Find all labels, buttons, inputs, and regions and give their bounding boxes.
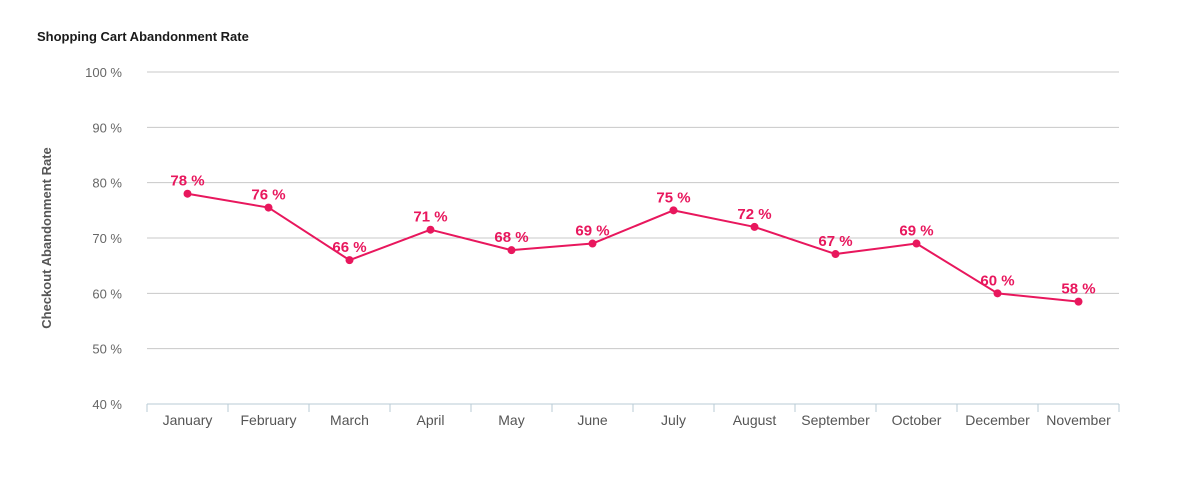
data-label: 60 % [980,272,1014,289]
data-point [345,256,354,265]
data-label: 69 % [899,223,933,240]
data-label: 75 % [656,189,690,206]
data-label: 69 % [575,223,609,240]
data-label: 71 % [413,209,447,226]
x-tick-label: July [661,412,686,428]
data-point [507,246,516,255]
x-tick-label: October [892,412,942,428]
data-point [750,222,759,231]
x-tick-label: May [498,412,524,428]
data-label: 76 % [251,187,285,204]
x-tick-label: April [416,412,444,428]
x-tick-label: September [801,412,870,428]
data-point [993,289,1002,298]
x-tick-label: January [163,412,213,428]
x-tick-label: February [240,412,296,428]
x-tick-label: March [330,412,369,428]
y-tick-label: 80 % [92,176,122,191]
data-label: 67 % [818,233,852,250]
data-label: 68 % [494,229,528,246]
y-axis-label: Checkout Abandonment Rate [39,147,54,329]
x-tick-label: June [577,412,608,428]
y-tick-label: 70 % [92,231,122,246]
data-point [183,189,192,198]
y-tick-label: 60 % [92,286,122,301]
data-point [831,250,840,259]
data-label: 72 % [737,206,771,223]
data-point [1074,297,1083,306]
y-tick-label: 90 % [92,120,122,135]
data-point [669,206,678,215]
chart-title: Shopping Cart Abandonment Rate [37,29,249,44]
y-tick-label: 40 % [92,397,122,412]
x-tick-label: November [1046,412,1111,428]
x-tick-label: December [965,412,1030,428]
y-tick-label: 100 % [85,65,122,80]
data-point [588,239,597,248]
data-point [912,239,921,248]
data-point [426,225,435,234]
data-label: 66 % [332,239,366,256]
series-line [187,192,1079,303]
data-label: 58 % [1061,281,1095,298]
y-tick-label: 50 % [92,342,122,357]
data-point [264,203,273,212]
data-label: 78 % [170,173,204,190]
x-tick-label: August [733,412,777,428]
